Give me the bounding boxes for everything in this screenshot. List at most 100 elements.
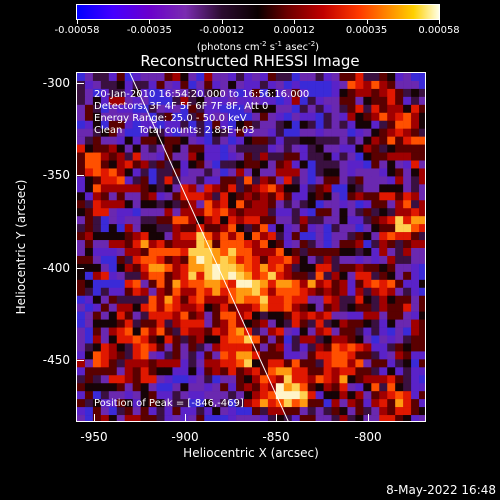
image-pixel <box>267 128 277 137</box>
image-pixel <box>148 311 157 320</box>
image-pixel <box>323 391 332 400</box>
image-pixel <box>228 375 237 384</box>
image-pixel <box>252 375 261 384</box>
image-pixel <box>172 240 181 249</box>
image-pixel <box>355 232 364 241</box>
image-pixel <box>323 88 332 98</box>
image-pixel <box>323 343 332 352</box>
image-pixel <box>172 128 181 137</box>
image-pixel <box>164 160 173 169</box>
image-pixel <box>355 136 364 145</box>
image-pixel <box>299 168 308 177</box>
image-pixel <box>267 184 277 193</box>
image-pixel <box>387 216 396 225</box>
image-pixel <box>379 232 388 241</box>
image-pixel <box>84 375 94 384</box>
image-pixel <box>204 128 213 137</box>
image-pixel <box>92 176 102 185</box>
image-pixel <box>411 80 420 90</box>
image-pixel <box>355 144 364 153</box>
image-pixel <box>291 319 301 328</box>
image-pixel <box>411 271 420 281</box>
image-pixel <box>331 303 340 312</box>
image-pixel <box>315 399 324 408</box>
image-pixel <box>140 359 149 368</box>
image-pixel <box>275 224 285 233</box>
image-pixel <box>355 303 364 312</box>
image-pixel <box>252 96 261 106</box>
image-pixel <box>204 327 213 336</box>
image-pixel <box>411 287 420 297</box>
image-pixel <box>84 415 94 421</box>
image-pixel <box>275 80 285 90</box>
image-pixel <box>419 224 425 233</box>
image-pixel <box>164 240 173 249</box>
image-pixel <box>307 391 316 400</box>
image-pixel <box>212 232 221 241</box>
image-pixel <box>395 88 404 98</box>
image-pixel <box>188 279 197 289</box>
image-pixel <box>212 168 221 177</box>
image-pixel <box>275 407 285 416</box>
image-pixel <box>220 168 229 177</box>
image-pixel <box>188 88 197 98</box>
image-pixel <box>164 343 173 352</box>
image-pixel <box>355 176 364 185</box>
image-pixel <box>236 104 245 114</box>
image-pixel <box>156 375 165 384</box>
image-pixel <box>164 104 173 114</box>
image-pixel <box>124 144 133 153</box>
image-pixel <box>244 200 253 209</box>
image-pixel <box>204 287 213 297</box>
image-pixel <box>259 104 269 114</box>
image-pixel <box>77 136 86 145</box>
image-pixel <box>307 415 316 421</box>
image-pixel <box>140 224 149 233</box>
image-pixel <box>156 184 165 193</box>
image-pixel <box>132 128 141 137</box>
image-pixel <box>132 351 141 360</box>
image-pixel <box>267 73 277 82</box>
image-pixel <box>116 240 126 249</box>
image-pixel <box>116 399 126 408</box>
image-pixel <box>379 184 388 193</box>
image-pixel <box>156 343 165 352</box>
image-pixel <box>92 120 102 129</box>
image-pixel <box>172 311 181 320</box>
image-pixel <box>291 359 301 368</box>
image-pixel <box>148 120 157 129</box>
image-pixel <box>132 200 141 209</box>
image-pixel <box>180 168 189 177</box>
image-pixel <box>124 303 133 312</box>
image-pixel <box>84 73 94 82</box>
image-pixel <box>156 112 165 122</box>
image-pixel <box>323 192 332 201</box>
image-pixel <box>339 184 348 193</box>
image-pixel <box>355 359 364 368</box>
image-pixel <box>116 104 126 114</box>
image-pixel <box>252 343 261 352</box>
image-pixel <box>339 152 348 161</box>
image-pixel <box>140 287 149 297</box>
image-pixel <box>212 343 221 352</box>
image-pixel <box>180 128 189 137</box>
image-pixel <box>283 319 293 328</box>
image-pixel <box>228 152 237 161</box>
image-pixel <box>403 248 412 257</box>
image-pixel <box>355 240 364 249</box>
image-pixel <box>395 73 404 82</box>
image-pixel <box>339 160 348 169</box>
image-pixel <box>172 248 181 257</box>
image-pixel <box>299 176 308 185</box>
image-pixel <box>236 120 245 129</box>
image-pixel <box>204 96 213 106</box>
image-pixel <box>259 128 269 137</box>
image-pixel <box>371 144 380 153</box>
image-pixel <box>411 351 420 360</box>
image-pixel <box>244 73 253 82</box>
image-pixel <box>307 240 316 249</box>
image-pixel <box>204 120 213 129</box>
image-pixel <box>387 152 396 161</box>
image-pixel <box>188 152 197 161</box>
image-pixel <box>244 295 253 304</box>
